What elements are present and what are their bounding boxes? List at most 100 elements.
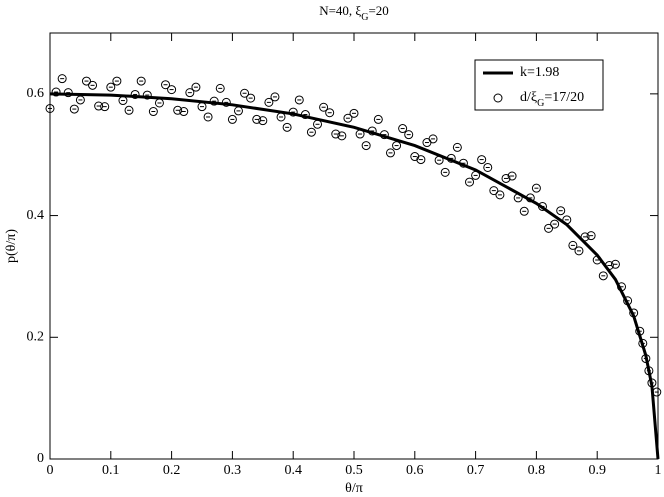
y-axis-label: p(θ/π) <box>4 229 19 263</box>
point <box>130 89 140 99</box>
point <box>282 122 292 132</box>
point <box>100 102 110 112</box>
point <box>647 378 657 388</box>
x-tick-label: 0.6 <box>406 463 424 478</box>
point <box>294 95 304 105</box>
legend-swatch <box>493 93 503 103</box>
point <box>392 141 402 151</box>
point <box>81 76 91 86</box>
point <box>51 87 61 97</box>
point <box>276 112 286 122</box>
point <box>635 326 645 336</box>
point <box>452 142 462 152</box>
point <box>300 110 310 120</box>
point <box>313 119 323 129</box>
point <box>246 93 256 103</box>
point <box>638 338 648 348</box>
point <box>385 148 395 158</box>
chart-title: N=40, ξG=20 <box>319 3 389 23</box>
point <box>63 88 73 98</box>
point <box>373 114 383 124</box>
point <box>124 105 134 115</box>
point <box>331 129 341 139</box>
point <box>118 96 128 106</box>
point <box>544 223 554 233</box>
point <box>161 80 171 90</box>
point <box>258 116 268 126</box>
point <box>531 183 541 193</box>
point <box>604 260 614 270</box>
point <box>215 83 225 93</box>
point <box>556 206 566 216</box>
y-tick-label: 0 <box>37 451 44 466</box>
point <box>173 105 183 115</box>
point <box>148 107 158 117</box>
point <box>644 366 654 376</box>
point <box>142 90 152 100</box>
x-tick-label: 0.2 <box>163 463 181 478</box>
point <box>179 107 189 117</box>
x-tick-label: 0 <box>47 463 54 478</box>
point <box>75 95 85 105</box>
x-tick-label: 0.1 <box>102 463 120 478</box>
point <box>465 177 475 187</box>
point <box>136 76 146 86</box>
point <box>586 231 596 241</box>
point <box>495 190 505 200</box>
point <box>477 155 487 165</box>
point <box>270 92 280 102</box>
x-tick-label: 0.4 <box>284 463 302 478</box>
point <box>428 134 438 144</box>
point <box>221 97 231 107</box>
point <box>306 127 316 137</box>
point <box>233 106 243 116</box>
legend-label: k=1.98 <box>520 65 559 80</box>
point <box>197 102 207 112</box>
point <box>191 82 201 92</box>
point <box>112 76 122 86</box>
point <box>623 296 633 306</box>
point <box>88 80 98 90</box>
y-tick-label: 0.6 <box>27 86 45 101</box>
point <box>610 259 620 269</box>
x-axis-label: θ/π <box>345 481 363 496</box>
point <box>592 255 602 265</box>
point <box>343 113 353 123</box>
point <box>574 246 584 256</box>
point <box>501 173 511 183</box>
point <box>519 206 529 216</box>
point <box>446 153 456 163</box>
point <box>355 129 365 139</box>
point <box>434 155 444 165</box>
point <box>240 88 250 98</box>
point <box>404 130 414 140</box>
point <box>617 282 627 292</box>
point <box>264 97 274 107</box>
point <box>325 108 335 118</box>
x-tick-label: 0.7 <box>467 463 485 478</box>
y-tick-label: 0.4 <box>27 208 45 223</box>
point <box>57 74 67 84</box>
point <box>652 387 662 397</box>
point <box>361 141 371 151</box>
point <box>252 114 262 124</box>
point <box>203 112 213 122</box>
x-tick-label: 1 <box>655 463 662 478</box>
point <box>641 354 651 364</box>
point <box>227 114 237 124</box>
point <box>440 167 450 177</box>
point <box>379 130 389 140</box>
point <box>154 98 164 108</box>
point <box>337 131 347 141</box>
point <box>416 155 426 165</box>
legend-label: d/ξG=17/20 <box>520 90 584 109</box>
point <box>94 101 104 111</box>
x-tick-label: 0.5 <box>345 463 363 478</box>
point <box>513 193 523 203</box>
point <box>580 232 590 242</box>
point <box>537 201 547 211</box>
point <box>106 82 116 92</box>
point <box>471 170 481 180</box>
x-tick-label: 0.8 <box>528 463 546 478</box>
point <box>209 96 219 106</box>
